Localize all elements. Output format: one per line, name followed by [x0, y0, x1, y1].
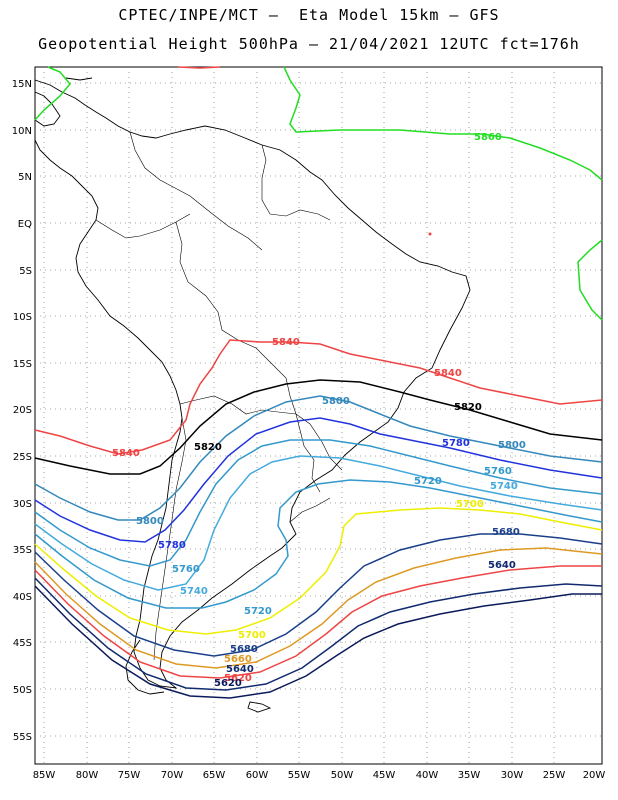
- lon-label-65w: 65W: [203, 770, 226, 781]
- contour-5820: [34, 379, 603, 475]
- falkland-islands: [247, 701, 272, 713]
- contour-5840-low: [34, 565, 602, 679]
- border-paraguay-brazil: [295, 413, 321, 493]
- contour-lines: [34, 66, 603, 699]
- lon-label-80w: 80W: [76, 770, 99, 781]
- latitude-labels: 15N 10N 5N EQ 5S 10S 15S 20S 25S 30S 35S…: [12, 79, 32, 743]
- label-5600-south: 5620: [214, 678, 242, 689]
- contour-5860-west: [34, 66, 71, 121]
- border-bolivia-paraguay: [179, 395, 343, 471]
- border-uruguay: [289, 497, 331, 523]
- label-5760-east: 5760: [484, 466, 512, 477]
- lon-label-25w: 25W: [543, 770, 566, 781]
- lat-label-5n: 5N: [18, 172, 32, 183]
- lat-label-30s: 30S: [13, 499, 32, 510]
- label-5640-west: 5640: [226, 664, 254, 675]
- lon-label-30w: 30W: [501, 770, 524, 781]
- lat-label-5s: 5S: [19, 266, 32, 277]
- lat-label-55s: 55S: [13, 732, 32, 743]
- grid-lines: [35, 67, 602, 764]
- contour-5720: [34, 479, 603, 609]
- label-5780-west: 5780: [158, 540, 186, 551]
- lon-label-60w: 60W: [246, 770, 269, 781]
- lon-label-35w: 35W: [458, 770, 481, 781]
- contour-5860-north: [283, 66, 603, 181]
- label-5840-center: 5840: [272, 337, 300, 348]
- south-america-coastline: [34, 79, 471, 689]
- label-5860: 5860: [474, 132, 502, 143]
- border-ecuador-peru: [95, 213, 191, 239]
- map-frame: [34, 66, 603, 765]
- contour-5680: [34, 533, 603, 657]
- lat-label-45s: 45S: [13, 638, 32, 649]
- contour-5640: [34, 577, 603, 691]
- label-5820-west: 5820: [194, 442, 222, 453]
- caribbean-islands: [65, 77, 93, 81]
- lon-label-20w: 20W: [583, 770, 606, 781]
- central-america-coastline: [34, 91, 61, 127]
- title-line-1: CPTEC/INPE/MCT – Eta Model 15km – GFS: [118, 6, 500, 24]
- contour-5840-north: [177, 66, 221, 69]
- label-5760-west: 5760: [172, 564, 200, 575]
- label-5840-east: 5840: [434, 368, 462, 379]
- lon-label-55w: 55W: [288, 770, 311, 781]
- patagonia-islands-coast: [125, 639, 165, 695]
- contour-5620: [34, 585, 602, 699]
- lat-label-25s: 25S: [13, 452, 32, 463]
- contour-5780: [34, 417, 603, 543]
- title-line-2: Geopotential Height 500hPa – 21/04/2021 …: [38, 35, 580, 53]
- label-5800-east: 5800: [498, 440, 526, 451]
- contour-5740: [34, 455, 603, 591]
- lon-label-50w: 50W: [331, 770, 354, 781]
- contour-5860-east: [577, 239, 603, 321]
- label-5680-east: 5680: [492, 527, 520, 538]
- lat-label-10s: 10S: [13, 312, 32, 323]
- lat-label-eq: EQ: [18, 219, 32, 230]
- country-borders: [95, 131, 343, 661]
- label-5700-east: 5700: [456, 499, 484, 510]
- lat-label-20s: 20S: [13, 405, 32, 416]
- lat-label-15n: 15N: [12, 79, 32, 90]
- label-5620-red: 5620: [224, 673, 252, 684]
- border-brazil-west: [175, 221, 297, 415]
- coastlines: [34, 77, 471, 713]
- lat-label-35s: 35S: [13, 545, 32, 556]
- contour-5700: [34, 507, 603, 635]
- lon-label-70w: 70W: [161, 770, 184, 781]
- label-5820-east: 5820: [454, 402, 482, 413]
- lat-label-40s: 40S: [13, 592, 32, 603]
- border-guianas: [261, 144, 331, 221]
- longitude-labels: 85W 80W 75W 70W 65W 60W 55W 50W 45W 40W …: [33, 770, 606, 781]
- lon-label-75w: 75W: [118, 770, 141, 781]
- lat-label-15s: 15S: [13, 359, 32, 370]
- border-colombia-venezuela: [129, 131, 263, 251]
- red-marker-dot: [428, 232, 432, 236]
- label-5740-east: 5740: [490, 481, 518, 492]
- border-chile-argentina: [153, 417, 187, 661]
- label-5800-west: 5800: [136, 516, 164, 527]
- label-5740-west: 5740: [180, 586, 208, 597]
- label-5660: 5660: [224, 654, 252, 665]
- label-5640-east: 5640: [488, 560, 516, 571]
- lon-label-45w: 45W: [373, 770, 396, 781]
- contour-5800: [34, 395, 603, 521]
- lon-label-40w: 40W: [416, 770, 439, 781]
- label-5700-west: 5700: [238, 630, 266, 641]
- contour-5660: [34, 547, 603, 669]
- label-5720-east: 5720: [414, 476, 442, 487]
- contour-labels: 5860 5840 5840 5840 5820 5820 5800 5800 …: [112, 132, 526, 689]
- label-5780-east: 5780: [442, 438, 470, 449]
- contour-5840-south: [34, 339, 603, 455]
- lat-label-50s: 50S: [13, 685, 32, 696]
- lon-label-85w: 85W: [33, 770, 56, 781]
- lat-label-10n: 10N: [12, 126, 32, 137]
- contour-5760: [34, 439, 603, 567]
- label-5840-west: 5840: [112, 448, 140, 459]
- label-5680-west: 5680: [230, 644, 258, 655]
- label-5800-north: 5800: [322, 396, 350, 407]
- label-5720-west: 5720: [244, 606, 272, 617]
